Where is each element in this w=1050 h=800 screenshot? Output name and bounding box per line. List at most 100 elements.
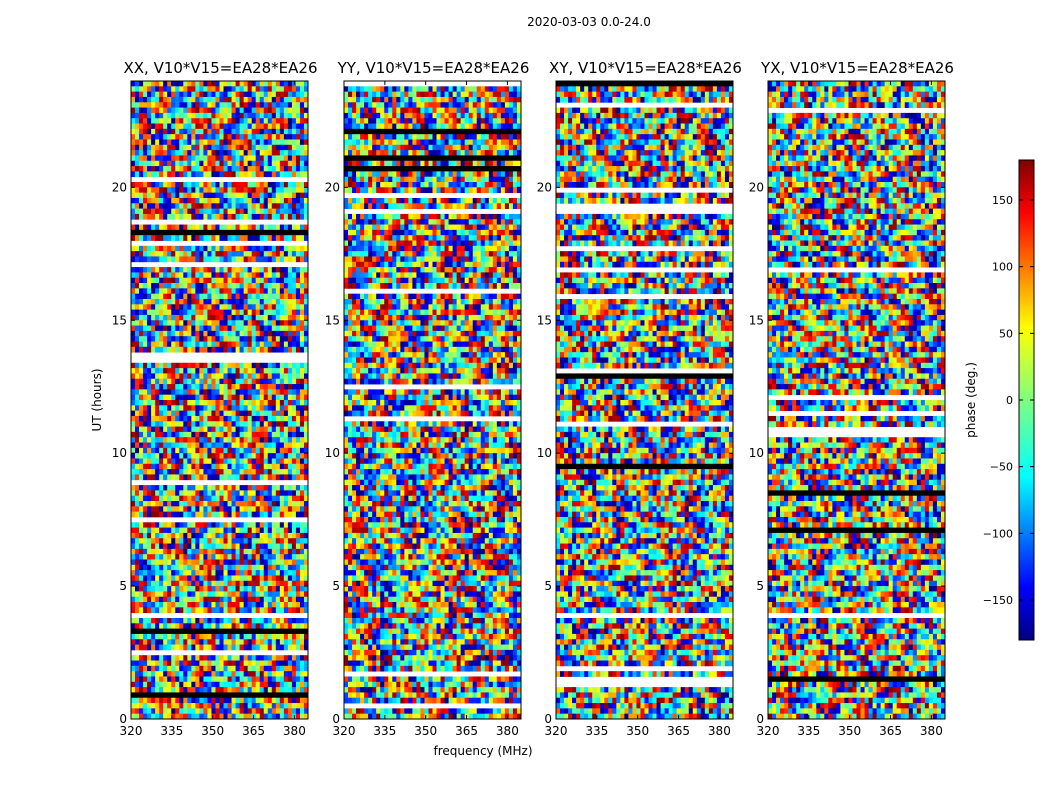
heatmap-cell (279, 394, 285, 401)
heatmap-cell (131, 107, 136, 114)
heatmap-cell (131, 362, 136, 369)
heatmap-cell (175, 623, 180, 630)
heatmap-cell (291, 633, 297, 640)
heatmap-cell (163, 442, 168, 449)
heatmap-cell (159, 267, 164, 273)
heatmap-cell (299, 81, 305, 87)
heatmap-cell (235, 102, 241, 108)
heatmap-cell (175, 187, 180, 194)
heatmap-cell (179, 490, 184, 497)
heatmap-cell (291, 575, 297, 582)
heatmap-cell (211, 182, 216, 188)
heatmap-cell (183, 474, 188, 481)
heatmap-cell (167, 123, 172, 130)
heatmap-cell (215, 421, 220, 427)
heatmap-cell (187, 272, 192, 279)
heatmap-cell (271, 421, 277, 427)
heatmap-cell (215, 575, 220, 582)
heatmap-cell (131, 586, 136, 592)
heatmap-cell (143, 506, 148, 513)
heatmap-cell (151, 485, 156, 491)
heatmap-cell (151, 437, 156, 443)
heatmap-cell (291, 394, 297, 401)
heatmap-cell (219, 182, 224, 188)
heatmap-cell (167, 431, 172, 438)
heatmap-cell (171, 160, 176, 167)
heatmap-cell (291, 325, 297, 332)
heatmap-cell (219, 501, 224, 507)
heatmap-cell (167, 660, 172, 667)
heatmap-cell (259, 160, 265, 167)
heatmap-cell (203, 96, 208, 103)
heatmap-cell (183, 655, 188, 661)
heatmap-cell (183, 495, 188, 502)
heatmap-cell (215, 389, 220, 396)
heatmap-cell (171, 235, 176, 241)
heatmap-cell (235, 591, 241, 598)
heatmap-cell (131, 405, 136, 412)
heatmap-cell (259, 229, 265, 236)
heatmap-cell (227, 197, 232, 204)
heatmap-cell (271, 511, 277, 518)
heatmap-cell (183, 144, 188, 151)
heatmap-cell (227, 128, 232, 135)
heatmap-cell (151, 320, 156, 326)
heatmap-cell (243, 336, 249, 342)
heatmap-cell (271, 554, 277, 560)
heatmap-cell (219, 309, 224, 316)
heatmap-cell (432, 96, 437, 103)
heatmap-cell (199, 426, 204, 433)
heatmap-cell (175, 288, 180, 295)
heatmap-cell (223, 469, 228, 475)
heatmap-cell (187, 485, 192, 491)
heatmap-cell (275, 431, 281, 438)
heatmap-cell (187, 330, 192, 337)
heatmap-cell (195, 660, 200, 667)
heatmap-cell (271, 527, 277, 534)
heatmap-cell (231, 283, 236, 289)
heatmap-cell (215, 171, 220, 178)
heatmap-cell (131, 447, 136, 454)
heatmap-cell (279, 166, 285, 172)
heatmap-cell (163, 341, 168, 348)
heatmap-cell (211, 485, 216, 491)
heatmap-cell (283, 336, 289, 342)
heatmap-cell (303, 277, 309, 284)
heatmap-cell (251, 283, 257, 289)
heatmap-cell (179, 437, 184, 443)
heatmap-cell (183, 203, 188, 209)
heatmap-cell (143, 559, 148, 566)
heatmap-cell (171, 389, 176, 396)
heatmap-cell (251, 155, 257, 162)
heatmap-cell (227, 554, 232, 560)
heatmap-cell (259, 192, 265, 199)
heatmap-cell (259, 532, 265, 539)
heatmap-cell (255, 272, 261, 279)
heatmap-cell (235, 197, 241, 204)
heatmap-cell (243, 713, 249, 720)
heatmap-cell (223, 277, 228, 284)
heatmap-cell (243, 655, 249, 661)
heatmap-cell (279, 86, 285, 93)
heatmap-cell (291, 570, 297, 576)
heatmap-cell (159, 676, 164, 683)
heatmap-cell (191, 128, 196, 135)
heatmap-cell (251, 580, 257, 587)
heatmap-cell (299, 713, 305, 720)
heatmap-cell (223, 203, 228, 209)
heatmap-cell (267, 373, 273, 380)
heatmap-cell (143, 171, 148, 178)
heatmap-cell (183, 341, 188, 348)
heatmap-cell (279, 341, 285, 348)
heatmap-cell (275, 336, 281, 342)
heatmap-cell (143, 288, 148, 295)
heatmap-cell (243, 362, 249, 369)
heatmap-cell (456, 96, 462, 103)
heatmap-cell (167, 245, 172, 252)
heatmap-cell (147, 655, 152, 661)
heatmap-cell (155, 118, 160, 124)
heatmap-cell (219, 511, 224, 518)
heatmap-cell (299, 102, 305, 108)
heatmap-cell (247, 309, 253, 316)
heatmap-cell (219, 373, 224, 380)
